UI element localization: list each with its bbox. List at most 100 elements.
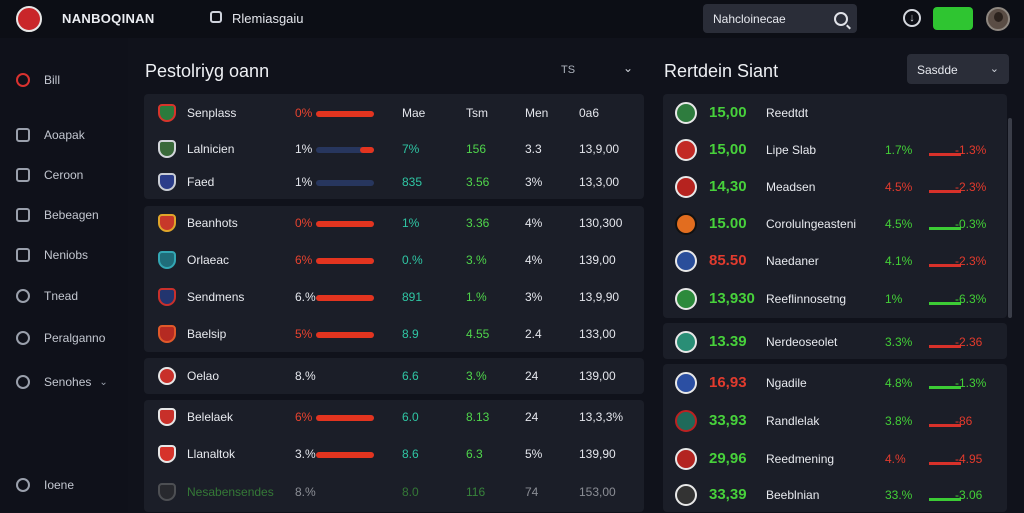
list-item[interactable]: 13,930 Reeflinnosetng 1% -6.3% bbox=[663, 280, 1007, 317]
cell: 6.3 bbox=[466, 447, 483, 461]
progress-bar bbox=[316, 111, 374, 117]
team-crest-icon bbox=[158, 483, 176, 501]
brand-name: NANBOQINAN bbox=[62, 11, 155, 26]
change-value: 4.1% bbox=[885, 254, 913, 268]
change-value: 4.5% bbox=[885, 217, 913, 231]
row-name: Lalnicien bbox=[187, 142, 235, 156]
table-row[interactable]: Nesabensendes 8.% 8.0 116 74 153,00 bbox=[144, 475, 644, 509]
sidebar-item-label: Neniobs bbox=[44, 248, 89, 262]
team-crest-icon bbox=[675, 372, 697, 394]
change-value-2: -86 bbox=[955, 414, 973, 428]
sidebar-item-neniobs[interactable]: Neniobs bbox=[16, 248, 88, 262]
table-row[interactable]: Baelsip 5% 8.9 4.55 2.4 133,00 bbox=[144, 317, 644, 351]
cell: 2.4 bbox=[525, 327, 542, 341]
table-row[interactable]: Beanhots 0% 1% 3.36 4% 130,300 bbox=[144, 206, 644, 240]
cell: 3.% bbox=[466, 369, 487, 383]
cell: 8.9 bbox=[402, 327, 419, 341]
brand-logo-icon[interactable] bbox=[16, 6, 42, 32]
row-pct: 0% bbox=[295, 216, 313, 230]
cell: 5% bbox=[525, 447, 543, 461]
change-value-2: -2.36 bbox=[955, 335, 983, 349]
table-row[interactable]: Orlaeac 6% 0.% 3.% 4% 139,00 bbox=[144, 243, 644, 277]
list-item[interactable]: 14,30 Meadsen 4.5% -2.3% bbox=[663, 168, 1007, 205]
cell: 24 bbox=[525, 369, 539, 383]
cell: 3% bbox=[525, 175, 543, 189]
table-row[interactable]: Lalnicien 1% 7% 156 3.3 13,9,00 bbox=[144, 132, 644, 166]
team-crest-icon bbox=[675, 410, 697, 432]
chevron-down-icon[interactable]: ⌄ bbox=[623, 61, 634, 75]
download-icon[interactable]: ↓ bbox=[903, 9, 921, 27]
table-row[interactable]: Oelao 8.% 6.6 3.% 24 139,00 bbox=[144, 359, 644, 393]
cell: 8.13 bbox=[466, 410, 490, 424]
sidebar-item-aoapak[interactable]: Aoapak bbox=[16, 128, 85, 142]
cell: 7% bbox=[402, 142, 420, 156]
sidebar-item-label: Aoapak bbox=[44, 128, 85, 142]
search-input[interactable]: Nahcloinecae bbox=[703, 4, 857, 33]
left-group-4: Belelaek 6% 6.0 8.13 24 13,3,3% Llanalto… bbox=[144, 400, 644, 512]
list-item[interactable]: 15,00 Reedtdt bbox=[663, 94, 1007, 131]
col-header[interactable]: Tsm bbox=[466, 106, 488, 120]
left-filter-label[interactable]: TS bbox=[561, 64, 576, 76]
table-row[interactable]: Belelaek 6% 6.0 8.13 24 13,3,3% bbox=[144, 400, 644, 434]
sidebar-item-ioene[interactable]: Ioene bbox=[16, 478, 74, 492]
change-value-2: -4.95 bbox=[955, 452, 983, 466]
table-row[interactable]: Faed 1% 835 3.56 3% 13,3,00 bbox=[144, 165, 644, 199]
list-icon bbox=[16, 248, 30, 262]
row-pct: 8.% bbox=[295, 369, 316, 383]
list-item[interactable]: 33,93 Randlelak 3.8% -86 bbox=[663, 402, 1007, 439]
table-row[interactable]: Sendmens 6.% 891 1.% 3% 13,9,90 bbox=[144, 280, 644, 314]
nav-link[interactable]: Rlemiasgaiu bbox=[232, 11, 304, 26]
row-name: Llanaltok bbox=[187, 447, 236, 461]
team-crest-icon bbox=[158, 445, 176, 463]
col-header[interactable]: 0a6 bbox=[579, 106, 600, 120]
sidebar-item-label: Bill bbox=[44, 73, 61, 87]
search-icon[interactable] bbox=[834, 12, 848, 26]
top-bar: NANBOQINAN Rlemiasgaiu Nahcloinecae ↓ bbox=[0, 0, 1024, 38]
sidebar-item-label: Ceroon bbox=[44, 168, 84, 182]
row-pct: 8.% bbox=[295, 485, 316, 499]
list-item[interactable]: 15.00 Corolulngeasteni 4.5% -0.3% bbox=[663, 205, 1007, 242]
progress-bar bbox=[316, 452, 374, 458]
score: 16,93 bbox=[709, 374, 747, 391]
list-item[interactable]: 15,00 Lipe Slab 1.7% -1.3% bbox=[663, 131, 1007, 168]
change-value-2: -1.3% bbox=[955, 376, 987, 390]
gear-icon bbox=[16, 478, 30, 492]
list-item[interactable]: 16,93 Ngadile 4.8% -1.3% bbox=[663, 364, 1007, 401]
scrollbar[interactable] bbox=[1008, 118, 1012, 318]
trend-sparkline bbox=[929, 345, 961, 348]
bar-chart-icon bbox=[16, 128, 30, 142]
list-item[interactable]: 29,96 Reedmening 4.% -4.95 bbox=[663, 440, 1007, 477]
action-button[interactable] bbox=[933, 7, 973, 30]
chevron-down-icon: ⌄ bbox=[99, 376, 108, 388]
list-item[interactable]: 33,39 Beeblnian 33.% -3.06 bbox=[663, 476, 1007, 513]
sidebar-item-tnead[interactable]: Tnead bbox=[16, 289, 78, 303]
change-value-2: -2.3% bbox=[955, 254, 987, 268]
instagram-icon[interactable] bbox=[210, 11, 222, 23]
sidebar-item-ceroon[interactable]: Ceroon bbox=[16, 168, 83, 182]
cell: 1% bbox=[402, 216, 420, 230]
change-value: 1.7% bbox=[885, 143, 913, 157]
team-crest-icon bbox=[675, 250, 697, 272]
search-input-value: Nahcloinecae bbox=[713, 12, 786, 26]
cell: 8.0 bbox=[402, 485, 419, 499]
list-item[interactable]: 85.50 Naedaner 4.1% -2.3% bbox=[663, 242, 1007, 279]
sort-select[interactable]: Sasdde ⌄ bbox=[907, 54, 1009, 84]
right-group-3: 16,93 Ngadile 4.8% -1.3% 33,93 Randlelak… bbox=[663, 364, 1007, 512]
trend-sparkline bbox=[929, 190, 961, 193]
col-header[interactable]: Men bbox=[525, 106, 549, 120]
sidebar-item-bebeagen[interactable]: Bebeagen bbox=[16, 208, 99, 222]
sidebar-item-bill[interactable]: Bill bbox=[16, 73, 60, 87]
team-crest-icon bbox=[158, 408, 176, 426]
table-row[interactable]: Llanaltok 3.% 8.6 6.3 5% 139,90 bbox=[144, 437, 644, 471]
sidebar-item-peralganno[interactable]: Peralganno bbox=[16, 331, 105, 345]
score: 13.39 bbox=[709, 333, 747, 350]
col-header[interactable]: Mae bbox=[402, 106, 426, 120]
avatar[interactable] bbox=[986, 7, 1010, 31]
score: 15,00 bbox=[709, 104, 747, 121]
row-name: Baelsip bbox=[187, 327, 227, 341]
progress-bar-fill bbox=[316, 295, 374, 301]
row-name: Faed bbox=[187, 175, 215, 189]
list-item[interactable]: 13.39 Nerdeoseolet 3.3% -2.36 bbox=[663, 323, 1007, 360]
sidebar-item-senohes[interactable]: Senohes ⌄ bbox=[16, 375, 108, 389]
progress-bar bbox=[316, 147, 374, 153]
